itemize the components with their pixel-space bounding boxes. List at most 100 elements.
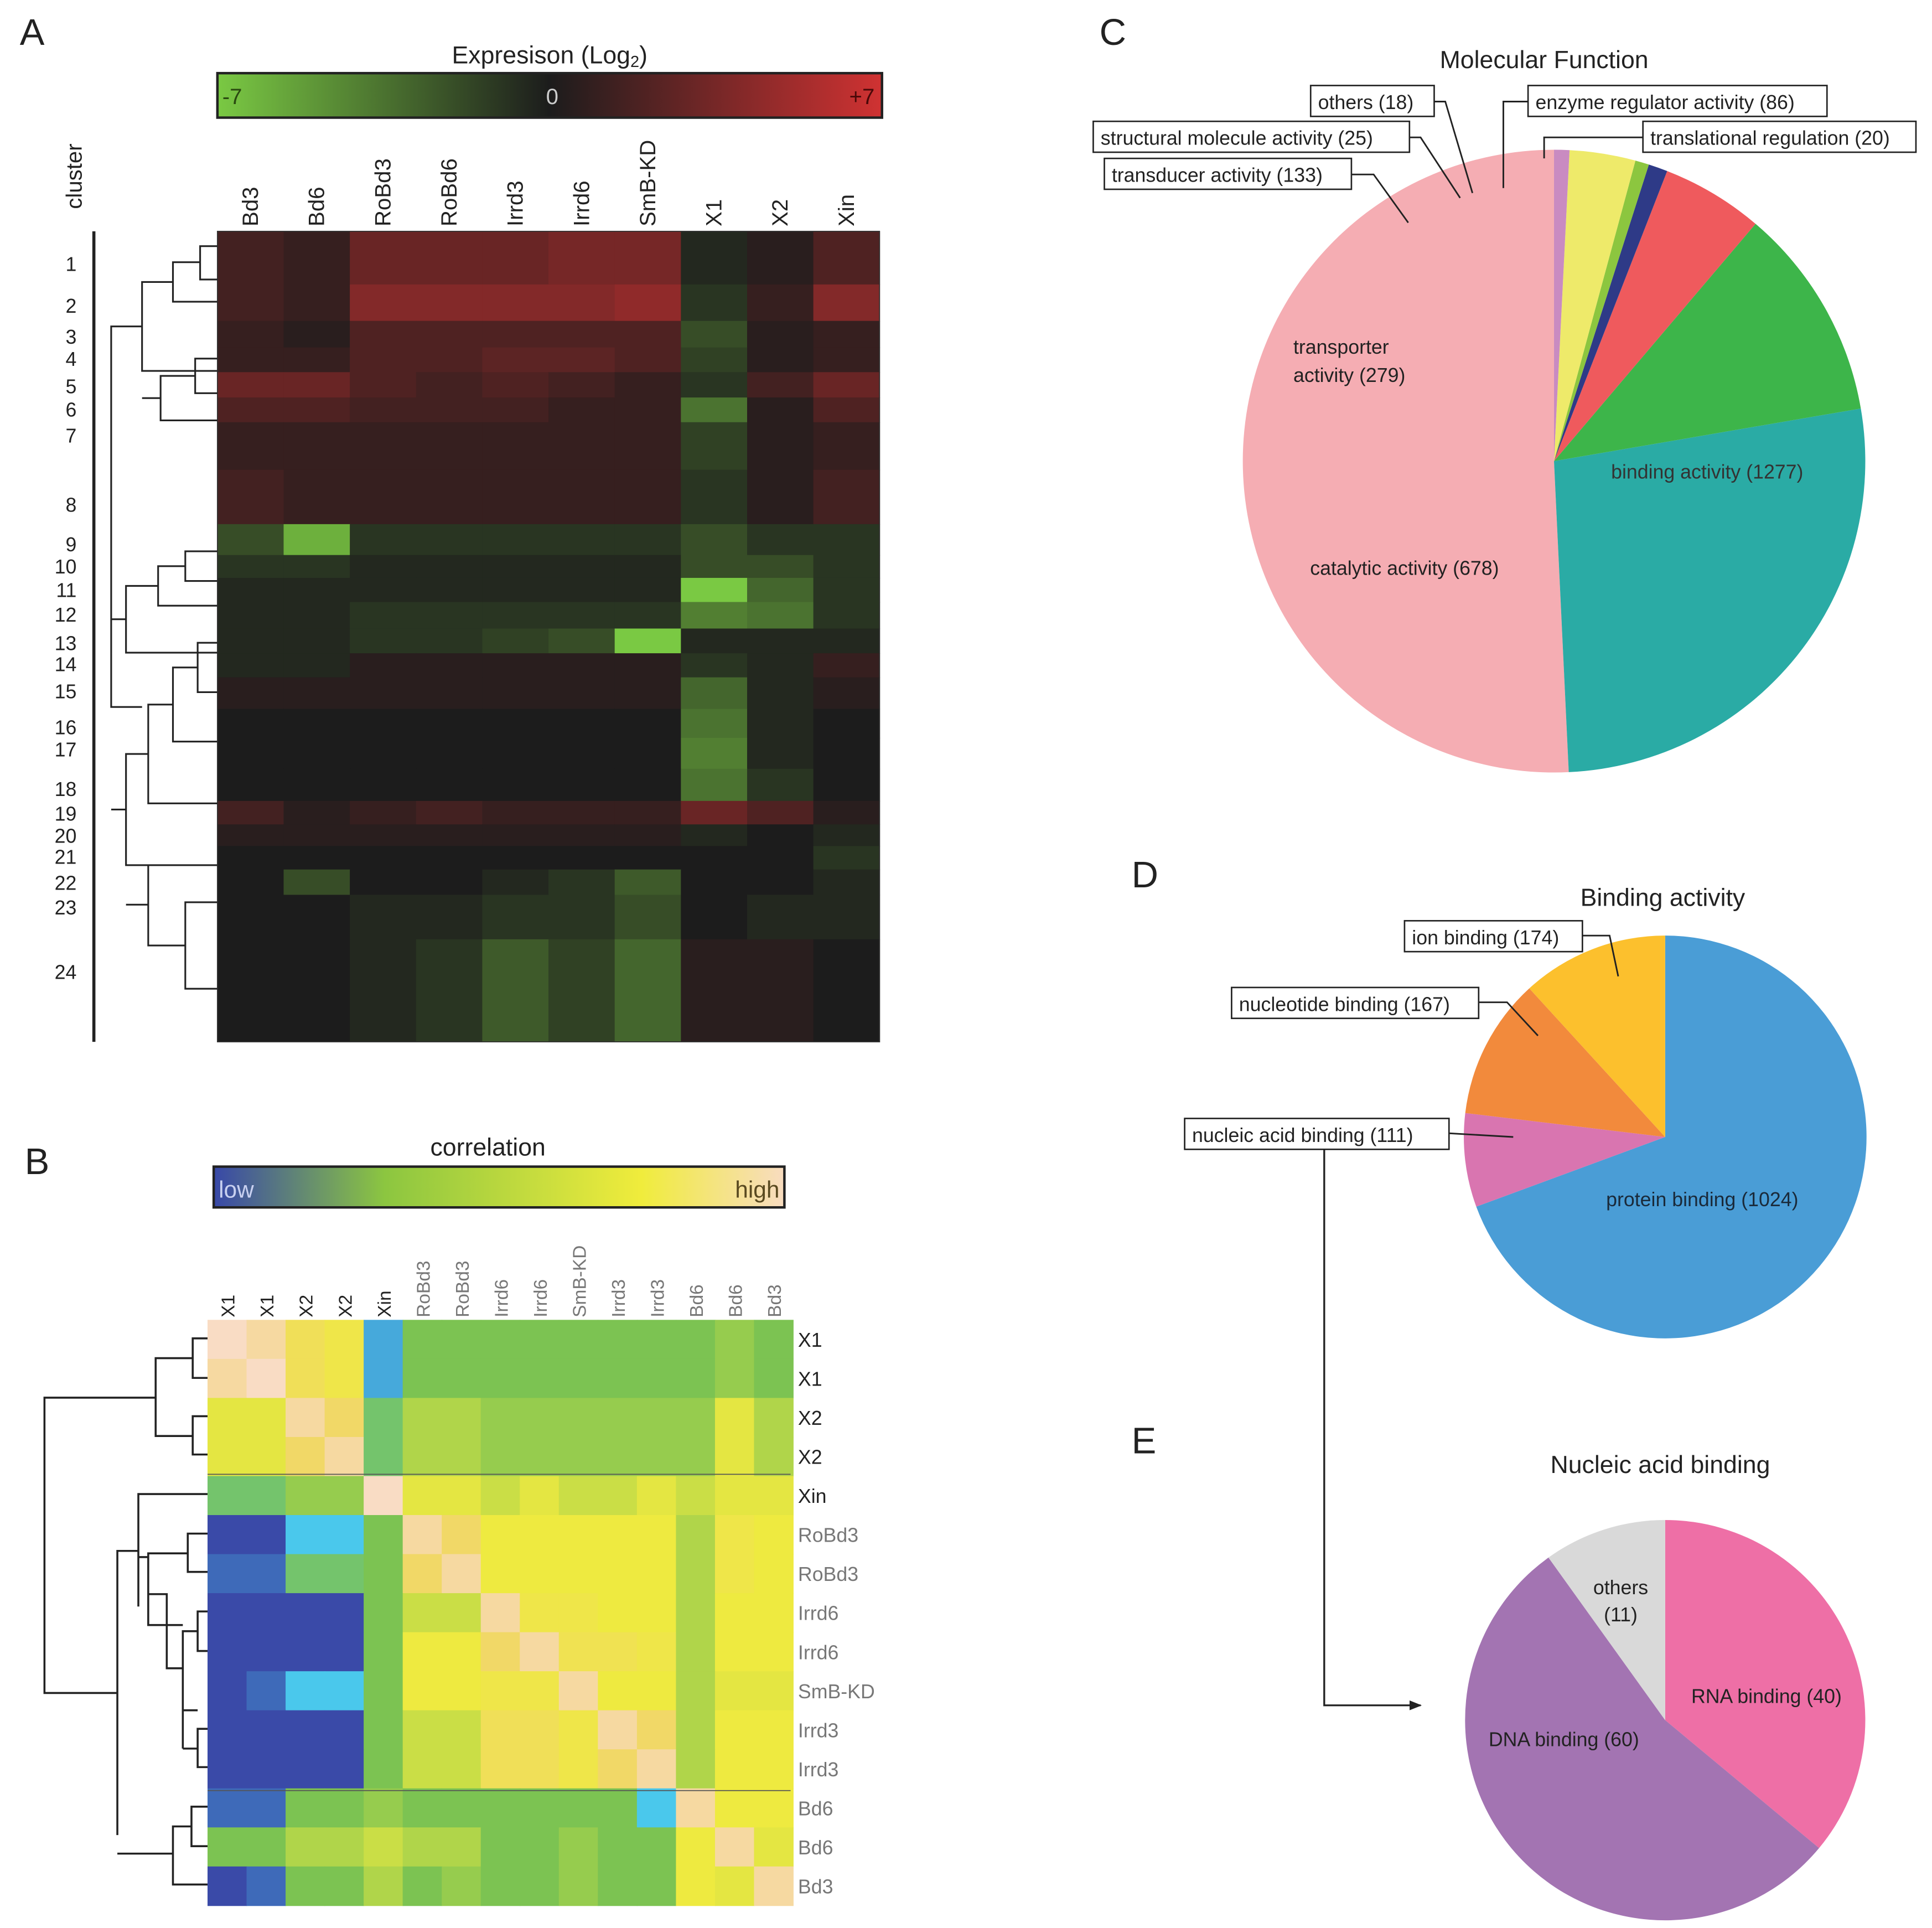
pie-d [1464,935,1867,1338]
dendrogram-b [43,1337,208,1886]
heatmap-a-cell [747,677,814,710]
pie-e-slice [1665,1519,1866,1848]
heatmap-a-cell [747,738,814,769]
heatmap-a-cell [548,397,615,423]
heatmap-b-cell [402,1788,443,1828]
heatmap-b-cell [636,1554,677,1594]
heatmap-a-cell [747,372,814,398]
heatmap-b-cell [480,1827,521,1867]
colorbar-a-max-label: +7 [850,84,875,109]
pie-e-slice [1465,1557,1819,1921]
heatmap-b-row-label: Irrd3 [798,1759,838,1781]
heatmap-a-cell [482,677,549,710]
heatmap-a-cell [747,524,814,556]
panel-d: Binding activity protein binding (1024) … [1184,885,1867,1710]
heatmap-a-cell [813,469,880,525]
heatmap-a-cell [217,577,284,603]
heatmap-a-cell [813,768,880,802]
heatmap-a-cell [548,555,615,578]
heatmap-b-column-labels: X1 X1 X2 X2 Xin RoBd3 RoBd3 Irrd6 Irrd6 SmB-KD Irr… [219,1245,785,1317]
heatmap-b-cell [442,1710,481,1750]
heatmap-a-cluster-label: 21 [55,846,77,869]
heatmap-a-column-label: SmB-KD [635,140,660,226]
heatmap-a-cluster-label: 13 [55,633,77,655]
pie-c-callout-others-box [1309,85,1435,117]
heatmap-b-cell [364,1788,403,1828]
pie-c-label-binding: binding activity (1277) [1611,461,1803,483]
pie-d-title: Binding activity [1581,885,1745,912]
heatmap-b-cell [558,1515,599,1555]
heatmap-b-cell [402,1358,443,1399]
heatmap-a-cell [217,284,284,322]
heatmap-a-column-label: X1 [702,199,727,226]
heatmap-b-cell [246,1671,286,1711]
heatmap-b-row-label: Bd6 [798,1837,833,1859]
heatmap-a-cell [681,602,748,629]
heatmap-b-cell [207,1593,247,1633]
heatmap-a-cell [548,677,615,710]
heatmap-b-cell [558,1710,599,1750]
heatmap-a-cell [614,347,682,373]
heatmap-b-cell [598,1866,638,1906]
heatmap-a-cluster-label: 6 [66,399,77,421]
heatmap-b-cell [754,1358,794,1399]
heatmap-b-cell [636,1436,677,1477]
heatmap-b-cell [714,1710,755,1750]
heatmap-b-column-label: Irrd6 [491,1279,512,1317]
heatmap-a-cell [283,602,351,629]
heatmap-a-cell [350,284,417,322]
pie-c-slice [1553,171,1756,462]
heatmap-a-cell [548,709,615,738]
panel-a: Expresison (Log2) -7 0 +7 cluster Bd3 Bd6… [55,42,883,1043]
pie-c-slice [1553,408,1866,772]
heatmap-b-cell [754,1827,794,1867]
heatmap-b-cell [598,1320,638,1360]
heatmap-b-column-label: Bd6 [726,1284,747,1317]
heatmap-a-cell [614,555,682,578]
pie-c [1242,149,1866,773]
heatmap-b-cell [520,1476,560,1516]
heatmap-a-cell [416,372,483,398]
heatmap-a-cell [416,709,483,738]
heatmap-a-cell [482,895,549,940]
heatmap-b-cell [754,1749,794,1789]
heatmap-b-cell [676,1593,716,1633]
heatmap-b-cell [246,1320,286,1360]
heatmap-a-cell [482,524,549,556]
heatmap-a-cell [217,602,284,629]
pie-d-callout-nucleic: nucleic acid binding (111) [1192,1124,1413,1146]
heatmap-a-cell [283,628,351,654]
heatmap-b-cell [286,1788,325,1828]
heatmap-b-cell [246,1749,286,1789]
heatmap-a-cell [614,768,682,802]
heatmap-a-column-label: Xin [834,194,859,226]
heatmap-b-cell [598,1436,638,1477]
heatmap-a-cell [350,577,417,603]
heatmap-a-cell [416,602,483,629]
heatmap-a-cell [614,397,682,423]
heatmap-a-cell [283,653,351,678]
pie-c-slice [1553,161,1649,462]
pie-d-leader-nucleotide [1478,1001,1539,1036]
heatmap-b-cell [714,1358,755,1399]
heatmap-b-cell [480,1671,521,1711]
heatmap-a-cell [482,800,549,825]
heatmap-a-cell [416,321,483,348]
heatmap-a-cell [548,347,615,373]
heatmap-b-cell [207,1398,247,1438]
heatmap-a-cell [813,709,880,738]
heatmap-a-cell [283,422,351,471]
heatmap-a-cell [350,321,417,348]
heatmap-b-column-label: X2 [297,1295,317,1317]
heatmap-b-cell [402,1632,443,1672]
heatmap-b-cell [402,1398,443,1438]
pie-c-callout-structural-box [1092,120,1411,153]
heatmap-a-cell [813,895,880,940]
heatmap-b-cell [676,1436,716,1477]
heatmap-a-cell [217,397,284,423]
pie-e-slice [1548,1519,1665,1720]
heatmap-a-cell [548,653,615,678]
heatmap-a-cell [350,824,417,847]
heatmap-b-column-label: Irrd6 [531,1279,551,1317]
heatmap-a-cell [482,555,549,578]
